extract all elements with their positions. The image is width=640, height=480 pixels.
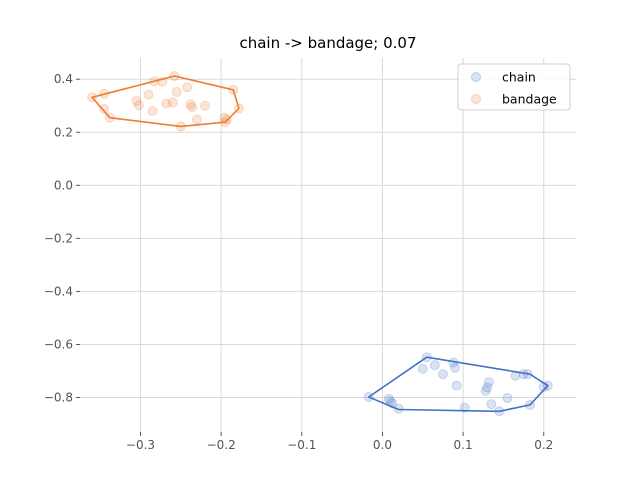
data-point-bandage bbox=[171, 86, 182, 97]
data-point-bandage bbox=[133, 100, 144, 111]
series-chain bbox=[363, 352, 553, 417]
data-point-chain bbox=[486, 399, 497, 410]
data-point-chain bbox=[482, 382, 493, 393]
x-tick-label: −0.3 bbox=[126, 438, 155, 452]
chart-title: chain -> bandage; 0.07 bbox=[239, 34, 416, 52]
x-tick-label: −0.2 bbox=[207, 438, 236, 452]
legend: chain bandage bbox=[457, 63, 571, 111]
data-point-bandage bbox=[191, 114, 202, 125]
legend-label-bandage: bandage bbox=[502, 92, 557, 107]
y-tick-label: −0.6 bbox=[44, 337, 73, 351]
y-tick-label: −0.4 bbox=[44, 284, 73, 298]
legend-marker-bandage bbox=[471, 94, 481, 104]
data-point-bandage bbox=[143, 89, 154, 100]
grid-layer bbox=[80, 58, 576, 432]
legend-box bbox=[457, 63, 571, 111]
series-bandage bbox=[87, 71, 244, 132]
data-point-bandage bbox=[99, 103, 110, 114]
data-point-bandage bbox=[187, 102, 198, 113]
data-point-chain bbox=[451, 380, 462, 391]
y-tick-label: 0.4 bbox=[54, 72, 73, 86]
data-point-bandage bbox=[182, 82, 193, 93]
data-point-bandage bbox=[147, 106, 158, 117]
axis-layer: −0.3 −0.2 −0.1 0.0 0.1 0.2 0.4 0.2 0.0 −0.2 −0.4 −0… bbox=[44, 72, 553, 452]
data-point-bandage bbox=[167, 97, 178, 108]
hull-outline-bandage bbox=[91, 75, 240, 128]
legend-marker-chain bbox=[471, 72, 481, 82]
data-point-bandage bbox=[131, 95, 142, 106]
y-tick-label: −0.8 bbox=[44, 391, 73, 405]
data-point-chain bbox=[417, 363, 428, 374]
series-layer bbox=[87, 71, 553, 417]
y-tick-label: −0.2 bbox=[44, 231, 73, 245]
x-tick-label: 0.1 bbox=[454, 438, 473, 452]
data-point-chain bbox=[450, 362, 461, 373]
x-tick-label: 0.2 bbox=[534, 438, 553, 452]
data-point-bandage bbox=[185, 99, 196, 110]
data-point-chain bbox=[383, 393, 394, 404]
y-tick-label: 0.2 bbox=[54, 125, 73, 139]
data-point-chain bbox=[437, 369, 448, 380]
data-point-chain bbox=[429, 360, 440, 371]
y-tick-label: 0.0 bbox=[54, 178, 73, 192]
data-point-chain bbox=[480, 385, 491, 396]
data-point-bandage bbox=[161, 98, 172, 109]
legend-label-chain: chain bbox=[502, 70, 536, 85]
x-tick-label: −0.1 bbox=[287, 438, 316, 452]
x-tick-label: 0.0 bbox=[373, 438, 392, 452]
hull-outline-chain bbox=[367, 356, 549, 413]
data-point-chain bbox=[483, 377, 494, 388]
data-point-chain bbox=[502, 393, 513, 404]
data-point-bandage bbox=[200, 100, 211, 111]
